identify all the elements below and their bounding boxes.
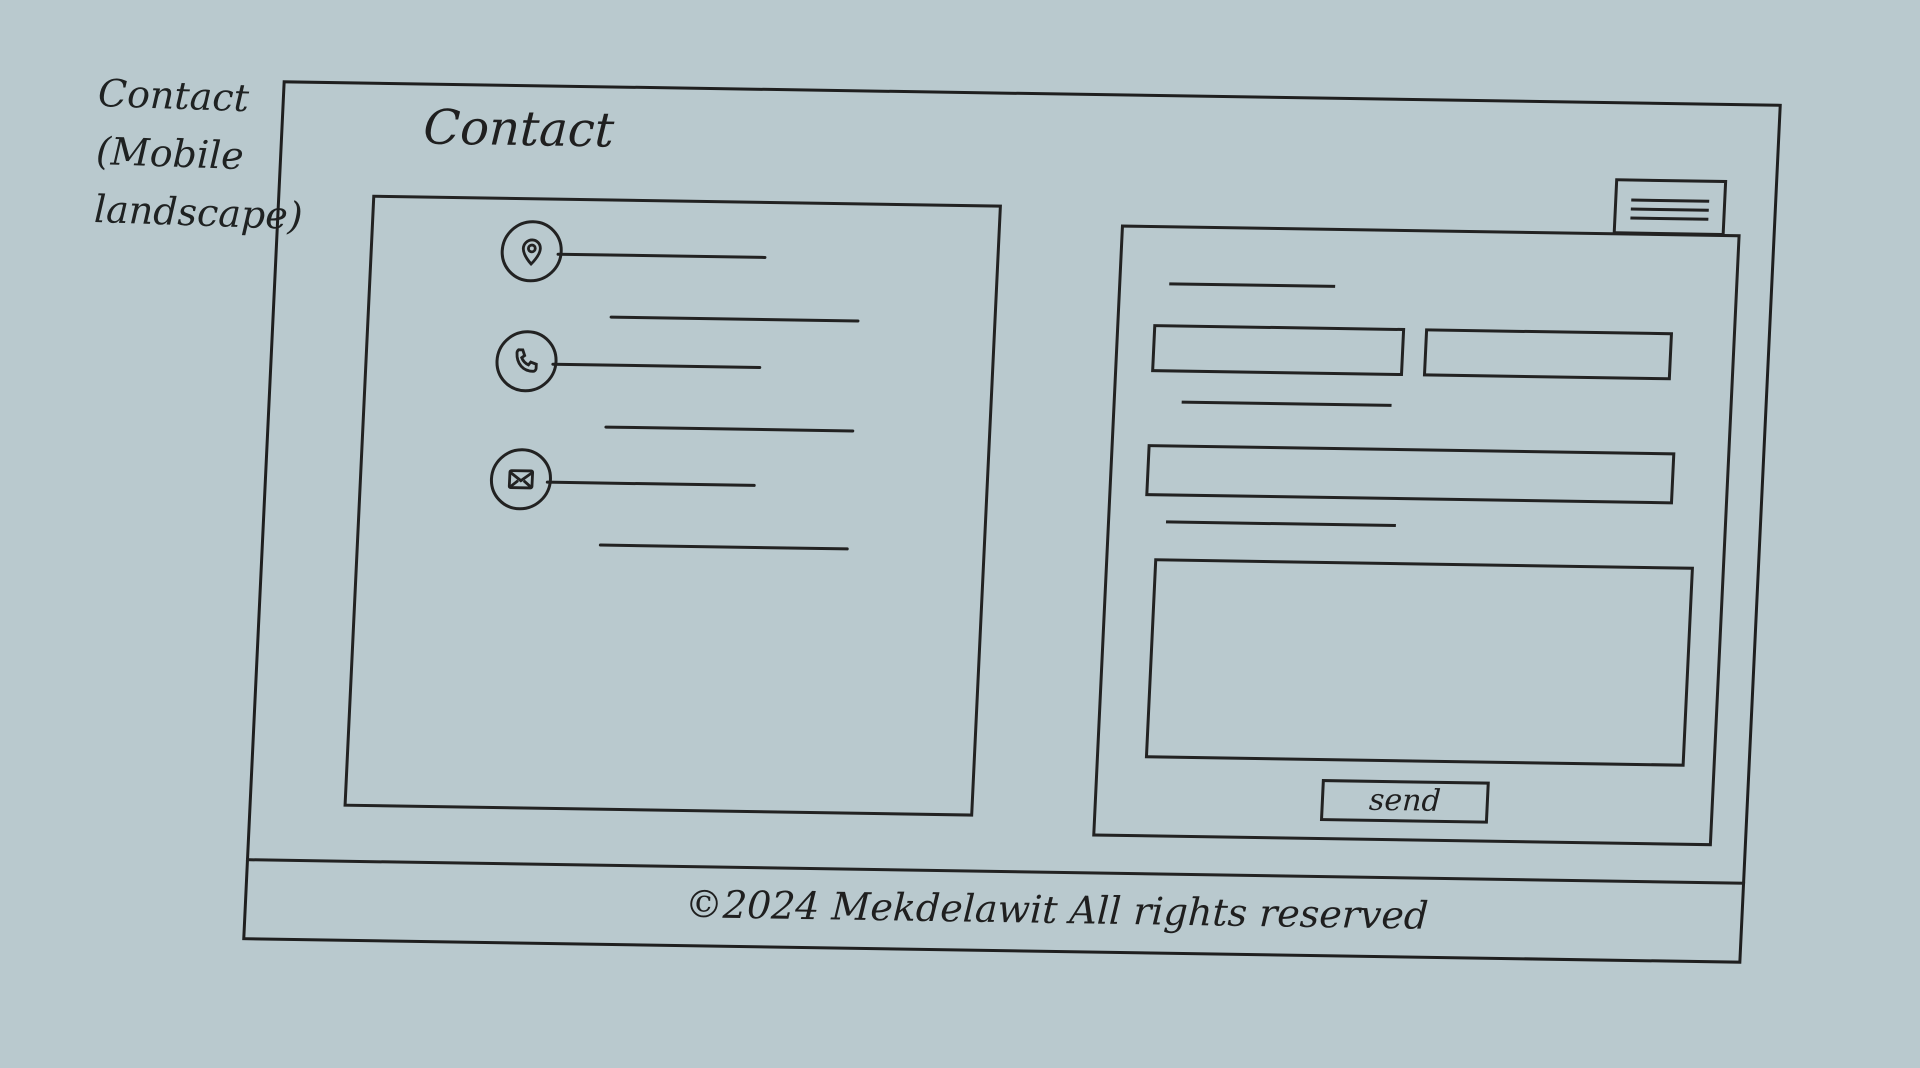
send-button[interactable]: send [1319,779,1490,824]
location-pin-icon [499,219,565,283]
mail-icon [488,447,554,511]
form-heading-line [1169,282,1336,288]
first-name-field[interactable] [1151,324,1406,377]
hamburger-menu-button[interactable] [1612,178,1728,237]
contact-info-line-primary [545,480,756,487]
contact-form-panel: send [1092,224,1741,847]
page-frame: Contact [242,80,1782,964]
email-helper-line [1165,520,1396,528]
contact-info-line-primary [556,252,767,259]
footer-divider [245,858,1746,885]
contact-info-item-location[interactable] [497,219,922,337]
page-title: Contact [422,99,616,159]
contact-info-item-phone[interactable] [492,329,917,447]
email-field[interactable] [1145,444,1676,505]
contact-info-line-primary [551,362,762,369]
contact-info-panel [343,194,1002,817]
message-textarea[interactable] [1144,558,1694,767]
phone-icon [494,329,559,393]
name-fields-row [1151,324,1693,384]
last-name-field[interactable] [1422,328,1674,381]
contact-info-item-email[interactable] [486,447,911,565]
contact-info-line-secondary [604,425,855,433]
contact-info-line-secondary [598,543,849,551]
footer-copyright: ©2024 Mekdelawit All rights reserved [683,882,1430,938]
contact-info-line-secondary [609,315,860,323]
name-helper-line [1181,400,1392,407]
